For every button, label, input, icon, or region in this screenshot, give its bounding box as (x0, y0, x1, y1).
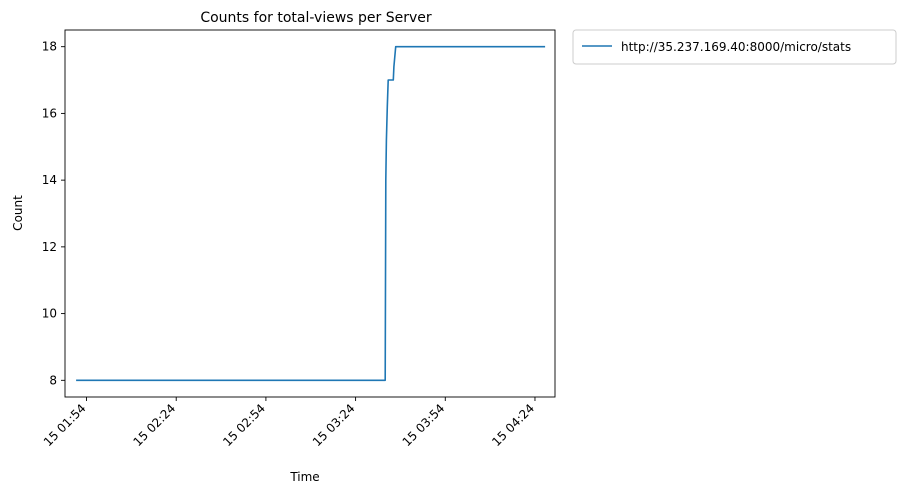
y-tick-label: 18 (42, 40, 57, 54)
y-axis: 8 10 12 14 16 18 (42, 40, 65, 387)
x-tick-label: 15 03:24 (310, 401, 358, 449)
y-tick-label: 14 (42, 173, 57, 187)
y-tick-label: 10 (42, 307, 57, 321)
x-tick-label: 15 02:54 (220, 401, 268, 449)
y-tick-label: 16 (42, 106, 57, 120)
legend: http://35.237.169.40:8000/micro/stats (572, 29, 897, 65)
y-tick-label: 8 (49, 373, 57, 387)
x-tick-label: 15 03:54 (400, 401, 448, 449)
x-axis: 15 01:54 15 02:24 15 02:54 15 03:24 15 03:54… (41, 397, 537, 449)
x-tick-label: 15 02:24 (130, 401, 178, 449)
x-tick-label: 15 01:54 (41, 401, 89, 449)
series-line (76, 45, 546, 382)
x-tick-label: 15 04:24 (489, 401, 537, 449)
legend-label: http://35.237.169.40:8000/micro/stats (621, 40, 851, 54)
plot-frame (64, 29, 556, 398)
y-tick-label: 12 (42, 240, 57, 254)
plot-area (64, 29, 556, 398)
x-axis-label: Time (289, 470, 319, 484)
y-axis-label: Count (11, 195, 25, 231)
chart-title: Counts for total-views per Server (200, 10, 432, 26)
legend-box (572, 29, 897, 65)
